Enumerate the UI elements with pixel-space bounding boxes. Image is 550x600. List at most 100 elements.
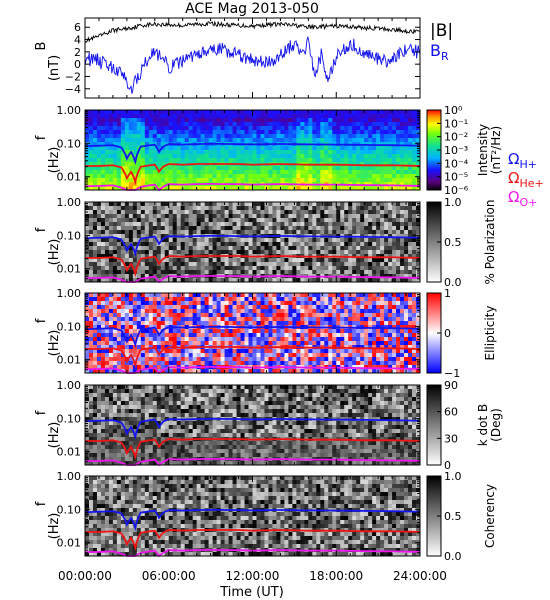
heatmap-cell bbox=[316, 369, 321, 374]
heatmap-cell bbox=[288, 301, 293, 306]
heatmap-cell bbox=[172, 122, 178, 127]
heatmap-cell bbox=[228, 214, 233, 219]
heatmap-cell bbox=[112, 230, 118, 235]
heatmap-cell bbox=[196, 174, 202, 179]
heatmap-cell bbox=[380, 142, 385, 147]
heatmap-cell bbox=[336, 266, 341, 271]
heatmap-cell bbox=[280, 206, 285, 211]
heatmap-cell bbox=[96, 274, 102, 279]
heatmap-cell bbox=[400, 250, 405, 255]
heatmap-cell bbox=[128, 210, 134, 215]
heatmap-cell bbox=[328, 130, 333, 135]
heatmap-cell bbox=[100, 357, 106, 362]
heatmap-cell bbox=[216, 122, 221, 127]
heatmap-cell bbox=[352, 246, 357, 251]
heatmap-cell bbox=[308, 178, 313, 183]
heatmap-cell bbox=[228, 337, 233, 342]
heatmap-cell bbox=[404, 154, 409, 159]
heatmap-cell bbox=[316, 186, 321, 191]
heatmap-cell bbox=[324, 122, 329, 127]
heatmap-cell bbox=[396, 234, 401, 239]
heatmap-cell bbox=[408, 170, 413, 175]
heatmap-cell bbox=[176, 174, 182, 179]
heatmap-cell bbox=[116, 222, 122, 227]
heatmap-cell bbox=[140, 262, 146, 267]
heatmap-cell bbox=[336, 250, 341, 255]
heatmap-cell bbox=[348, 138, 353, 143]
heatmap-cell bbox=[172, 154, 178, 159]
heatmap-cell bbox=[292, 361, 297, 366]
heatmap-cell bbox=[316, 270, 321, 275]
heatmap-cell bbox=[308, 333, 313, 338]
heatmap-cell bbox=[244, 166, 249, 171]
heatmap-cell bbox=[124, 274, 130, 279]
heatmap-cell bbox=[88, 309, 94, 314]
heatmap-cell bbox=[416, 170, 421, 175]
heatmap-cell bbox=[248, 262, 253, 267]
colorbar-tick-label: 0.5 bbox=[444, 236, 462, 249]
heatmap-cell bbox=[344, 293, 349, 298]
heatmap-cell bbox=[408, 162, 413, 167]
heatmap-cell bbox=[336, 154, 341, 159]
heatmap-cell bbox=[316, 110, 321, 115]
heatmap-cell bbox=[304, 154, 309, 159]
heatmap-cell bbox=[136, 126, 142, 131]
heatmap-cell bbox=[240, 230, 245, 235]
heatmap-cell bbox=[352, 114, 357, 119]
heatmap-cell bbox=[256, 130, 261, 135]
heatmap-cell bbox=[292, 301, 297, 306]
heatmap-cell bbox=[108, 130, 114, 135]
heatmap-cell bbox=[156, 126, 162, 131]
heatmap-cell bbox=[400, 182, 405, 187]
heatmap-cell bbox=[216, 226, 221, 231]
heatmap-cell bbox=[200, 150, 206, 155]
heatmap-cell bbox=[236, 353, 241, 358]
heatmap-cell bbox=[300, 126, 305, 131]
heatmap-cell bbox=[408, 270, 413, 275]
heatmap-cell bbox=[260, 250, 265, 255]
heatmap-cell bbox=[392, 138, 397, 143]
heatmap-cell bbox=[332, 186, 337, 191]
heatmap-cell bbox=[184, 301, 190, 306]
heatmap-cell bbox=[100, 138, 106, 143]
heatmap-cell bbox=[92, 186, 98, 191]
heatmap-cell bbox=[360, 118, 365, 123]
heatmap-cell bbox=[124, 122, 130, 127]
heatmap-cell bbox=[248, 146, 253, 151]
heatmap-cell bbox=[92, 114, 98, 119]
heatmap-cell bbox=[304, 337, 309, 342]
heatmap-cell bbox=[296, 230, 301, 235]
heatmap-cell bbox=[140, 174, 146, 179]
heatmap-cell bbox=[236, 341, 241, 346]
heatmap-cell bbox=[296, 266, 301, 271]
heatmap-cell bbox=[88, 234, 94, 239]
heatmap-cell bbox=[332, 158, 337, 163]
heatmap-cell bbox=[140, 246, 146, 251]
heatmap-cell bbox=[164, 246, 170, 251]
heatmap-cell bbox=[132, 162, 138, 167]
heatmap-cell bbox=[188, 250, 194, 255]
heatmap-cell bbox=[316, 206, 321, 211]
heatmap-cell bbox=[188, 150, 194, 155]
heatmap-cell bbox=[244, 130, 249, 135]
heatmap-cell bbox=[296, 270, 301, 275]
heatmap-cell bbox=[108, 218, 114, 223]
heatmap-cell bbox=[188, 333, 194, 338]
heatmap-cell bbox=[108, 329, 114, 334]
heatmap-cell bbox=[196, 357, 202, 362]
heatmap-cell bbox=[88, 270, 94, 275]
heatmap-cell bbox=[96, 154, 102, 159]
heatmap-cell bbox=[184, 118, 190, 123]
heatmap-cell bbox=[100, 246, 106, 251]
heatmap-cell bbox=[200, 206, 206, 211]
heatmap-cell bbox=[320, 258, 325, 263]
heatmap-cell bbox=[156, 254, 162, 259]
heatmap-cell bbox=[128, 182, 134, 187]
heatmap-cell bbox=[188, 361, 194, 366]
heatmap-cell bbox=[132, 230, 138, 235]
heatmap-cell bbox=[232, 150, 237, 155]
heatmap-cell bbox=[176, 154, 182, 159]
heatmap-cell bbox=[216, 278, 221, 283]
heatmap-cell bbox=[308, 166, 313, 171]
heatmap-cell bbox=[332, 357, 337, 362]
